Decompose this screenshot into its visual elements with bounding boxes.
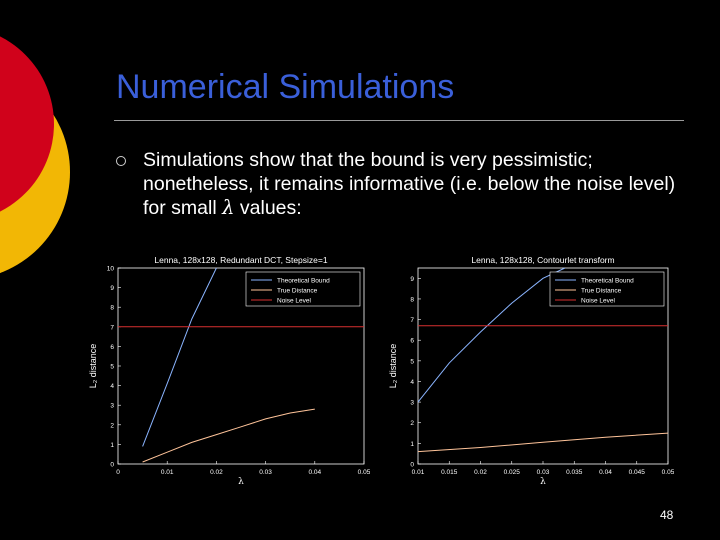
plot-area bbox=[117, 267, 365, 465]
slide-title: Numerical Simulations bbox=[116, 68, 455, 106]
x-tick-label: 0.05 bbox=[662, 469, 674, 476]
y-tick-label: 7 bbox=[410, 317, 414, 324]
y-axis-label: L₂ distance bbox=[88, 344, 98, 389]
y-tick-label: 5 bbox=[110, 364, 114, 371]
y-tick-label: 8 bbox=[410, 296, 414, 303]
x-tick-label: 0.02 bbox=[210, 469, 223, 476]
y-axis-label: L₂ distance bbox=[388, 344, 398, 389]
y-tick-label: 7 bbox=[110, 324, 114, 331]
y-tick-label: 3 bbox=[110, 403, 114, 410]
x-tick-label: 0.04 bbox=[308, 469, 321, 476]
y-tick-label: 9 bbox=[410, 276, 414, 283]
y-tick-label: 3 bbox=[410, 400, 414, 407]
y-tick-label: 1 bbox=[110, 442, 114, 449]
chart-contourlet: Lenna, 128x128, Contourlet transform 0.01… bbox=[388, 255, 674, 486]
bullet-text-tail: values: bbox=[234, 197, 302, 219]
y-tick-label: 6 bbox=[410, 338, 414, 345]
x-tick-label: 0.03 bbox=[537, 469, 550, 476]
title-divider bbox=[114, 120, 684, 121]
y-tick-label: 0 bbox=[110, 462, 114, 469]
y-tick-label: 2 bbox=[410, 420, 414, 427]
legend-label: True Distance bbox=[277, 288, 318, 295]
decorative-circles bbox=[0, 36, 70, 274]
y-tick-label: 6 bbox=[110, 344, 114, 351]
legend-label: Noise Level bbox=[581, 298, 616, 305]
bullet-circle-icon bbox=[116, 156, 126, 166]
y-tick-label: 1 bbox=[410, 441, 414, 448]
x-tick-label: 0 bbox=[116, 469, 120, 476]
legend-label: Noise Level bbox=[277, 298, 312, 305]
x-tick-label: 0.025 bbox=[504, 469, 521, 476]
y-tick-label: 4 bbox=[110, 383, 114, 390]
x-tick-label: 0.03 bbox=[259, 469, 272, 476]
x-tick-label: 0.015 bbox=[441, 469, 458, 476]
bullet-text-main: Simulations show that the bound is very … bbox=[143, 149, 676, 219]
y-tick-label: 5 bbox=[410, 358, 414, 365]
red-circle bbox=[0, 36, 54, 212]
series-line-theoretical-bound bbox=[418, 268, 566, 403]
series-line-true-distance bbox=[142, 408, 315, 463]
x-axis-label: λ bbox=[238, 477, 244, 486]
y-tick-label: 0 bbox=[410, 462, 414, 469]
y-tick-label: 10 bbox=[107, 266, 115, 273]
lambda-symbol: λ bbox=[222, 196, 235, 219]
series-line-true-distance bbox=[418, 432, 668, 453]
x-tick-label: 0.01 bbox=[161, 469, 174, 476]
x-tick-label: 0.05 bbox=[358, 469, 370, 476]
chart-title: Lenna, 128x128, Contourlet transform bbox=[471, 255, 614, 265]
x-tick-label: 0.035 bbox=[566, 469, 583, 476]
legend-label: Theoretical Bound bbox=[581, 278, 634, 285]
x-tick-label: 0.01 bbox=[412, 469, 425, 476]
y-tick-label: 9 bbox=[110, 285, 114, 292]
x-tick-label: 0.02 bbox=[474, 469, 487, 476]
legend-label: Theoretical Bound bbox=[277, 278, 330, 285]
chart-redundant-dct: Lenna, 128x128, Redundant DCT, Stepsize=… bbox=[88, 255, 370, 486]
page-number: 48 bbox=[660, 508, 674, 522]
series-line-theoretical-bound bbox=[142, 268, 217, 447]
legend-label: True Distance bbox=[581, 288, 622, 295]
y-tick-label: 8 bbox=[110, 305, 114, 312]
x-axis-label: λ bbox=[540, 477, 546, 486]
y-tick-label: 4 bbox=[410, 379, 414, 386]
x-tick-label: 0.04 bbox=[599, 469, 612, 476]
x-tick-label: 0.045 bbox=[629, 469, 646, 476]
chart-title: Lenna, 128x128, Redundant DCT, Stepsize=… bbox=[154, 255, 327, 265]
y-tick-label: 2 bbox=[110, 422, 114, 429]
bullet-text: Simulations show that the bound is very … bbox=[143, 149, 683, 221]
